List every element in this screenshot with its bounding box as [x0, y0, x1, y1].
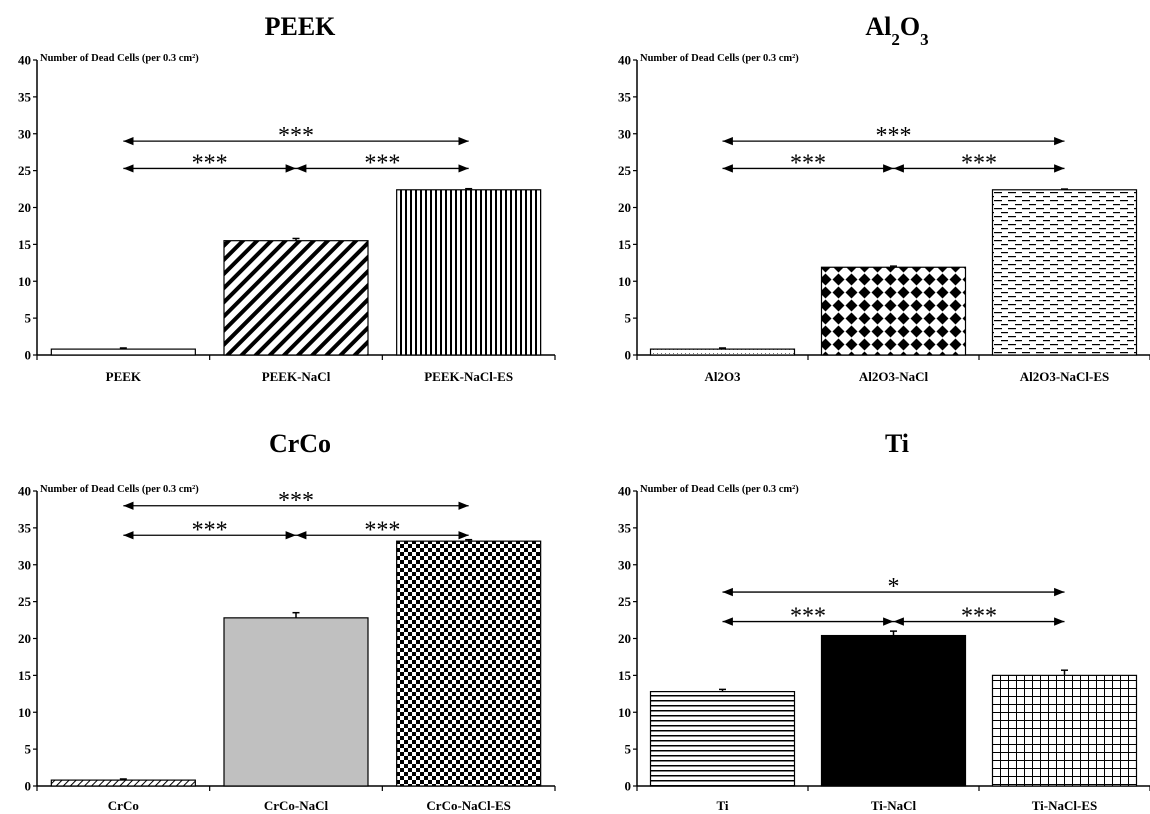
chart-panel-3: CrCo 0 5 10 15 20 25 30 35 40 Number of Dead Cells…	[18, 429, 556, 813]
chart-title: PEEK	[265, 12, 337, 41]
y-tick-label: 30	[18, 557, 31, 572]
x-tick-label: CrCo-NaCl	[264, 798, 329, 813]
y-axis-label: Number of Dead Cells (per 0.3 cm²)	[40, 53, 199, 64]
chart-panel-2: Al2O3 0 5 10 15 20 25 30 35 40 Number of Dead Cell…	[618, 12, 1150, 384]
y-tick-label: 20	[18, 200, 31, 215]
y-tick-label: 35	[618, 520, 632, 535]
x-tick-label: PEEK	[106, 369, 142, 384]
x-tick-label: Al2O3-NaCl-ES	[1020, 369, 1110, 384]
y-tick-label: 35	[618, 89, 632, 104]
y-tick-label: 0	[25, 348, 32, 363]
x-tick-label: PEEK-NaCl-ES	[424, 369, 513, 384]
x-tick-label: CrCo-NaCl-ES	[426, 798, 511, 813]
bar	[991, 189, 1138, 356]
y-tick-label: 0	[625, 348, 632, 363]
y-tick-label: 20	[618, 200, 631, 215]
y-axis-label: Number of Dead Cells (per 0.3 cm²)	[640, 484, 799, 495]
significance-label: ***	[876, 123, 912, 149]
significance-label: ***	[278, 123, 314, 149]
y-tick-label: 20	[18, 631, 31, 646]
bar	[223, 240, 369, 356]
y-tick-label: 15	[18, 237, 32, 252]
bar	[396, 189, 542, 356]
y-tick-label: 25	[18, 594, 32, 609]
bar	[649, 690, 796, 787]
y-tick-label: 5	[25, 742, 32, 757]
chart-panel-1: PEEK 0 5 10 15 20 25 30 35 40 Number of Dead Cells…	[18, 12, 556, 384]
y-tick-label: 35	[18, 520, 32, 535]
y-tick-label: 40	[618, 53, 631, 68]
significance-label: ***	[192, 517, 228, 543]
significance-label: ***	[961, 150, 997, 176]
bar	[223, 617, 369, 787]
bar	[50, 348, 196, 356]
y-tick-label: 15	[618, 668, 632, 683]
significance-label: ***	[790, 150, 826, 176]
y-tick-label: 40	[18, 484, 31, 499]
significance-label: ***	[364, 150, 400, 176]
bar	[396, 540, 542, 787]
significance-label: *	[888, 574, 900, 600]
bar	[820, 266, 967, 356]
y-tick-label: 5	[25, 311, 32, 326]
bar	[649, 348, 796, 356]
x-tick-label: Al2O3-NaCl	[859, 369, 929, 384]
y-tick-label: 0	[625, 779, 632, 794]
bar	[991, 674, 1138, 787]
y-tick-label: 25	[18, 163, 32, 178]
y-tick-label: 5	[625, 742, 632, 757]
chart-title: CrCo	[269, 429, 331, 458]
x-tick-label: Ti-NaCl-ES	[1032, 798, 1098, 813]
y-tick-label: 15	[618, 237, 632, 252]
y-tick-label: 10	[618, 274, 631, 289]
x-tick-label: CrCo	[108, 798, 139, 813]
x-tick-label: Ti-NaCl	[871, 798, 917, 813]
x-tick-label: Ti	[716, 798, 728, 813]
y-tick-label: 10	[618, 705, 631, 720]
y-tick-label: 30	[18, 126, 31, 141]
y-tick-label: 40	[18, 53, 31, 68]
significance-label: ***	[278, 488, 314, 514]
significance-label: ***	[192, 150, 228, 176]
bar	[50, 779, 196, 787]
y-tick-label: 15	[18, 668, 32, 683]
y-tick-label: 25	[618, 163, 632, 178]
significance-label: ***	[364, 517, 400, 543]
y-tick-label: 10	[18, 705, 31, 720]
y-tick-label: 30	[618, 126, 631, 141]
y-axis-label: Number of Dead Cells (per 0.3 cm²)	[640, 53, 799, 64]
chart-title: Ti	[885, 429, 909, 458]
bar	[820, 634, 967, 787]
significance-label: ***	[961, 604, 997, 630]
y-tick-label: 35	[18, 89, 32, 104]
y-tick-label: 40	[618, 484, 631, 499]
y-tick-label: 10	[18, 274, 31, 289]
chart-title: Al2O3	[865, 12, 928, 49]
y-tick-label: 5	[625, 311, 632, 326]
y-tick-label: 0	[25, 779, 32, 794]
x-tick-label: PEEK-NaCl	[262, 369, 331, 384]
y-tick-label: 25	[618, 594, 632, 609]
y-axis-label: Number of Dead Cells (per 0.3 cm²)	[40, 484, 199, 495]
x-tick-label: Al2O3	[704, 369, 741, 384]
chart-panel-4: Ti 0 5 10 15 20 25 30 35 40 Number of Dead Cells (…	[618, 429, 1150, 813]
significance-label: ***	[790, 604, 826, 630]
y-tick-label: 20	[618, 631, 631, 646]
y-tick-label: 30	[618, 557, 631, 572]
